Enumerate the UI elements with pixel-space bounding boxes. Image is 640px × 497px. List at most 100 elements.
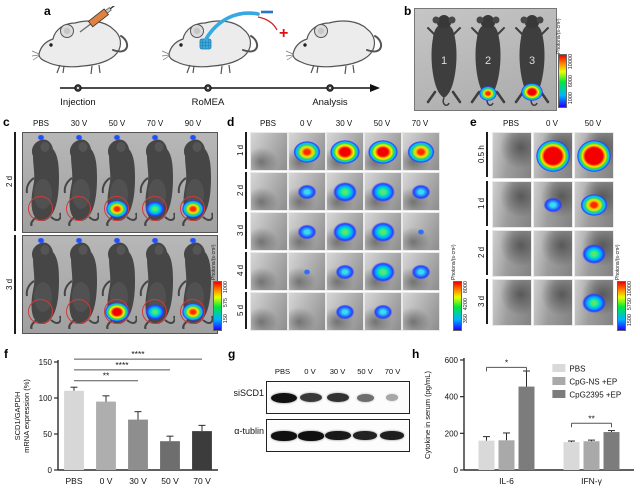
bioluminescence-signal xyxy=(333,182,357,203)
x-category-label: IFN-γ xyxy=(581,476,603,486)
mouse-image xyxy=(63,135,100,228)
imaging-tile xyxy=(250,252,288,291)
imaging-tile xyxy=(533,181,573,228)
imaging-tile xyxy=(364,172,402,211)
bioluminescence-signal xyxy=(411,184,431,200)
noise-speck xyxy=(113,135,121,140)
colorbar-tick-label: 1500 xyxy=(627,314,633,327)
protein-band xyxy=(379,430,405,441)
timeline-step-analysis: Analysis xyxy=(312,97,348,108)
bioluminescence-signal xyxy=(371,222,395,243)
row-label: 1 d xyxy=(236,132,247,169)
y-axis-title: Cytokine in serum (pg/mL) xyxy=(423,371,432,459)
bar xyxy=(583,441,600,470)
roi-circle xyxy=(142,196,167,221)
row-label-text: 3 d xyxy=(5,278,14,291)
legend-swatch xyxy=(552,364,566,372)
bioluminescence-signal xyxy=(368,140,398,165)
imaging-tile xyxy=(402,212,440,251)
panel-label-e: e xyxy=(470,115,477,129)
protein-band xyxy=(352,430,378,441)
panel-label-g: g xyxy=(228,347,236,361)
row-label: 3 d xyxy=(5,235,16,334)
row-label: 1 d xyxy=(477,181,488,226)
bioluminescence-signal xyxy=(479,86,497,101)
row-label-tick xyxy=(245,172,247,209)
imaging-tile xyxy=(250,292,288,331)
bioluminescence-signal xyxy=(577,140,611,173)
row-label-tick xyxy=(245,212,247,249)
protein-band xyxy=(299,392,322,403)
imaging-tile xyxy=(288,212,326,251)
bar xyxy=(603,432,620,470)
electrode-icon: + xyxy=(199,10,288,50)
panel-label-a: a xyxy=(44,4,51,18)
column-header: 50 V xyxy=(357,367,373,376)
protein-band xyxy=(326,392,350,403)
noise-speck xyxy=(189,135,197,140)
row-label: 2 d xyxy=(236,172,247,209)
imaging-tile xyxy=(288,132,326,171)
imaging-tile xyxy=(574,132,614,179)
bioluminescence-signal xyxy=(582,244,606,265)
column-header: PBS xyxy=(32,119,49,128)
timeline-step-romea: RoMEA xyxy=(192,97,225,108)
colorbar-gradient xyxy=(453,281,462,331)
column-header: 0 V xyxy=(299,119,312,128)
noise-speck xyxy=(37,135,45,140)
bioluminescence-signal xyxy=(371,262,395,283)
bar xyxy=(498,440,515,470)
imaging-tile xyxy=(364,252,402,291)
y-tick-label: 0 xyxy=(454,466,459,475)
panel-h: h 0 200 400 600 Cytokine in serum (pg/mL) IL-… xyxy=(408,343,640,497)
panel-d: d PBS 0 V 30 V 50 V 70 V 1 d 2 d 3 d 4 d 5 d Pho… xyxy=(225,113,480,343)
row-label: 0.5 h xyxy=(477,132,488,177)
y-tick-label: 200 xyxy=(445,429,459,438)
protein-band xyxy=(356,393,374,402)
column-header: PBS xyxy=(274,367,291,376)
bioluminescence-signal xyxy=(521,83,543,101)
legend-label: CpG2395 +EP xyxy=(569,391,621,400)
imaging-tile xyxy=(288,252,326,291)
bar xyxy=(64,390,84,470)
noise-speck xyxy=(189,238,197,243)
significance-label: **** xyxy=(115,360,129,370)
row-label-tick xyxy=(486,132,488,177)
bar xyxy=(96,401,116,470)
bioluminescence-signal xyxy=(105,199,128,218)
timepoint-row-labels: 0.5 h 1 d 2 d 3 d xyxy=(477,132,490,328)
bioluminescence-signal xyxy=(293,141,321,164)
colorbar-unit-label: Photons/(s·cm²) xyxy=(556,18,562,54)
y-tick-label: 50 xyxy=(43,430,52,439)
roi-circle xyxy=(180,299,205,324)
x-category-label: IL-6 xyxy=(499,476,514,486)
colorbar: Photons/(s·cm²) 8000 4200 350 xyxy=(451,236,478,336)
voltage-column-headers: PBS 30 V 50 V 70 V 90 V xyxy=(22,119,216,130)
bioluminescence-signal xyxy=(330,140,360,165)
mouse-icon xyxy=(285,20,383,75)
bioluminescence-signal xyxy=(297,184,317,200)
imaging-tile xyxy=(326,252,364,291)
imaging-tile xyxy=(492,230,532,277)
imaging-tile xyxy=(250,212,288,251)
panel-label-f: f xyxy=(4,347,8,361)
imaging-tile xyxy=(574,181,614,228)
row-label-text: 2 d xyxy=(477,246,486,259)
x-category-label: 70 V xyxy=(193,476,211,486)
roi-circle xyxy=(180,196,205,221)
colorbar-tick-label: 10000 xyxy=(568,54,574,70)
mouse-image xyxy=(177,238,214,331)
column-header: PBS xyxy=(502,119,519,128)
panel-label-h: h xyxy=(412,347,420,361)
imaging-tile xyxy=(326,132,364,171)
panel-label-d: d xyxy=(227,115,235,129)
colorbar-tick-label: 6000 xyxy=(568,75,574,88)
row-label-tick xyxy=(14,132,16,231)
legend-label: CpG-NS +EP xyxy=(569,378,617,387)
bioluminescence-signal xyxy=(181,302,204,321)
column-header: 0 V xyxy=(545,119,558,128)
mouse-icon xyxy=(31,20,129,75)
colorbar-tick-label: 10000 xyxy=(627,281,633,297)
row-label: 2 d xyxy=(5,132,16,231)
mouse-image xyxy=(101,238,138,331)
